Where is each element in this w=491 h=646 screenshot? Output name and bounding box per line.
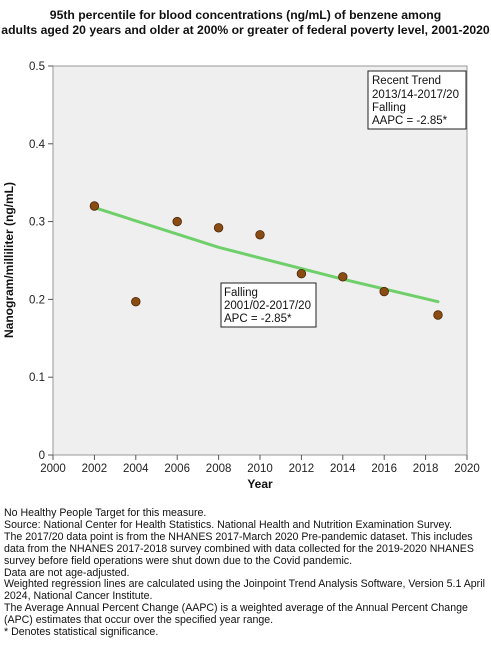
x-axis: 2000 2002 2004 2006 2008 2010 2012 2014 2016 2018…	[40, 455, 480, 475]
recent-trend-line-1: Recent Trend	[372, 75, 441, 87]
data-point	[433, 310, 443, 320]
data-point	[296, 269, 307, 279]
data-point	[338, 272, 348, 282]
plot-area	[52, 65, 468, 456]
x-tick-label: 2010	[247, 463, 273, 475]
x-tick-label: 2006	[164, 463, 190, 475]
recent-trend-line-4: AAPC = -2.85*	[372, 115, 448, 127]
data-point	[255, 230, 265, 240]
y-tick-label: 0.3	[29, 217, 45, 229]
y-tick-label: 0	[39, 450, 45, 462]
segment-trend-line-1: Falling	[224, 287, 258, 299]
recent-trend-line-3: Falling	[372, 102, 406, 114]
data-points	[89, 201, 443, 320]
footnotes: No Healthy People Target for this measur…	[4, 507, 488, 639]
chart-title: 95th percentile for blood concentrations…	[0, 8, 491, 38]
chart-svg: 0 0.1 0.2 0.3 0.4 0.5 2000 2002 2004 2006 2008 201…	[2, 61, 480, 491]
y-tick-label: 0.5	[29, 61, 45, 73]
data-point	[172, 216, 182, 227]
x-axis-title: Year	[247, 477, 273, 491]
x-tick-label: 2014	[330, 463, 356, 475]
x-tick-label: 2016	[371, 463, 397, 475]
footnote-dataset: The 2017/20 data point is from the NHANE…	[4, 530, 474, 567]
recent-trend-box: Recent Trend 2013/14-2017/20 Falling AAP…	[367, 70, 467, 130]
x-tick-label: 2008	[206, 463, 232, 475]
x-tick-label: 2002	[82, 463, 108, 475]
footnote-target: No Healthy People Target for this measur…	[4, 507, 207, 519]
chart-title-line-1: 95th percentile for blood concentrations…	[49, 8, 442, 22]
x-tick-label: 2012	[289, 463, 315, 475]
footnote-aapc: The Average Annual Percent Change (AAPC)…	[4, 602, 468, 627]
trend-line	[92, 206, 440, 304]
x-tick-label: 2000	[40, 463, 66, 475]
x-tick-label: 2020	[454, 463, 480, 475]
recent-trend-line-2: 2013/14-2017/20	[372, 89, 459, 101]
y-tick-label: 0.4	[29, 139, 46, 151]
segment-trend-line-2: 2001/02-2017/20	[224, 300, 311, 312]
footnote-source: Source: National Center for Health Stati…	[4, 518, 452, 531]
footnote-significance: * Denotes statistical significance.	[4, 626, 159, 639]
data-point	[213, 223, 224, 233]
segment-trend-line-3: APC = -2.85*	[224, 313, 292, 325]
y-axis-title: Nanogram/milliliter (ng/mL)	[2, 182, 16, 338]
y-tick-label: 0.1	[29, 372, 45, 384]
footnote-regression: Weighted regression lines are calculated…	[4, 578, 485, 603]
chart-title-line-2: adults aged 20 years and older at 200% o…	[1, 23, 490, 37]
y-tick-label: 0.2	[29, 294, 45, 306]
segment-trend-box: Falling 2001/02-2017/20 APC = -2.85*	[220, 282, 317, 328]
y-axis: 0 0.1 0.2 0.3 0.4 0.5	[29, 61, 53, 462]
x-tick-label: 2004	[123, 463, 149, 475]
data-point	[89, 201, 100, 211]
x-tick-label: 2018	[413, 463, 439, 475]
data-point	[131, 297, 141, 307]
footnote-age-adjust: Data are not age-adjusted.	[4, 566, 130, 579]
data-point	[379, 286, 389, 297]
